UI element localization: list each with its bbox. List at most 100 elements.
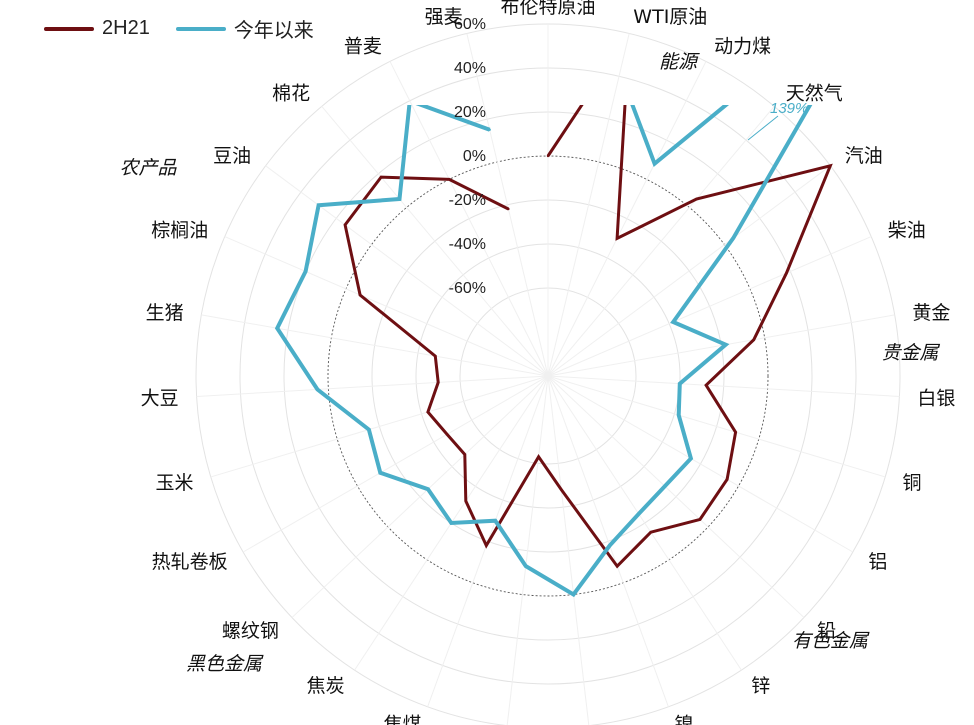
category-label: 玉米: [155, 472, 193, 494]
category-label: WTI原油: [633, 6, 707, 28]
data-point: [572, 593, 575, 596]
grid-spoke: [321, 106, 549, 377]
grid-spoke: [547, 375, 669, 707]
grid-spoke: [547, 375, 854, 553]
data-point: [304, 270, 307, 273]
category-label: 天然气: [786, 83, 843, 105]
r-tick-label: 20%: [454, 104, 486, 121]
grid-spoke: [242, 375, 549, 553]
data-point: [398, 197, 401, 201]
category-label: 铝: [868, 551, 887, 573]
grid-spoke: [547, 61, 707, 377]
grid-spoke: [506, 375, 549, 725]
data-point: [698, 518, 702, 521]
grid-spoke: [547, 375, 900, 397]
grid-spoke: [196, 375, 549, 397]
data-point: [524, 564, 527, 568]
grid-spoke: [547, 375, 590, 725]
data-point: [379, 471, 382, 474]
data-point: [560, 488, 563, 491]
annotation-leader: [747, 115, 779, 141]
category-label: 黄金: [912, 302, 950, 324]
data-point: [485, 544, 488, 547]
data-point: [507, 207, 510, 211]
category-label: 普麦: [344, 35, 382, 57]
category-label: 大豆: [141, 388, 179, 410]
annotation-label: 139%: [770, 100, 808, 117]
legend-item-2h21[interactable]: 2H21: [44, 17, 150, 40]
r-tick-label: -60%: [449, 280, 486, 297]
legend-label-2h21: 2H21: [102, 17, 150, 39]
data-point: [734, 431, 737, 434]
r-tick-label: -40%: [449, 236, 486, 253]
legend: 2H21 今年以来: [44, 14, 340, 43]
data-point: [445, 433, 449, 436]
data-point: [829, 164, 832, 167]
data-point: [276, 327, 279, 330]
category-label: 柴油: [888, 220, 926, 242]
data-point: [752, 338, 755, 341]
category-label: 汽油: [845, 145, 883, 167]
category-label: 镍: [675, 714, 694, 725]
grid-spoke: [210, 375, 549, 478]
data-point: [434, 354, 437, 358]
radar-grid: [195, 23, 901, 725]
legend-item-ytd[interactable]: 今年以来: [175, 14, 314, 43]
data-point: [448, 178, 451, 181]
data-point: [616, 565, 619, 568]
category-label: 布伦特原油: [500, 0, 595, 18]
data-point: [653, 162, 656, 165]
category-label: 豆油: [213, 145, 251, 167]
legend-label-ytd: 今年以来: [233, 20, 314, 42]
group-label: 黑色金属: [186, 653, 264, 675]
category-label: 焦炭: [307, 675, 345, 697]
data-point: [724, 343, 727, 346]
data-point: [450, 521, 453, 525]
grid-spoke: [547, 375, 742, 671]
r-tick-label: 40%: [454, 60, 486, 77]
data-point: [732, 236, 735, 240]
data-point: [615, 237, 619, 240]
r-tick-label: -20%: [449, 192, 486, 209]
grid-spoke: [547, 165, 831, 377]
legend-swatch-ytd: [175, 26, 226, 31]
grid-spoke: [547, 375, 805, 618]
data-point: [677, 413, 680, 417]
data-point: [488, 128, 491, 131]
grid-spoke: [265, 165, 549, 377]
data-point: [317, 204, 320, 207]
grid-spoke: [547, 33, 630, 377]
data-point: [663, 485, 666, 488]
grid-spoke: [466, 33, 549, 377]
data-point: [785, 272, 788, 275]
category-label: 动力煤: [714, 35, 771, 57]
data-point: [463, 453, 466, 456]
grid-spoke: [224, 236, 549, 377]
category-label: 白银: [917, 388, 955, 410]
r-tick-label: 0%: [463, 148, 486, 165]
group-label: 农产品: [119, 157, 177, 179]
grid-spoke: [291, 375, 549, 618]
data-point: [437, 381, 440, 384]
category-label: 铜: [903, 472, 922, 494]
category-label: 强麦: [425, 6, 463, 28]
data-point: [494, 519, 497, 522]
r-tick-label: 60%: [454, 16, 486, 33]
legend-swatch-2h21: [44, 26, 94, 31]
category-label: 焦煤: [383, 714, 421, 725]
data-point: [316, 388, 319, 391]
data-point: [426, 488, 430, 491]
data-point: [695, 197, 698, 201]
data-point: [426, 410, 430, 414]
group-label: 能源: [659, 51, 700, 73]
category-label: 棕榈油: [151, 220, 208, 242]
data-point: [725, 478, 729, 481]
group-label: 贵金属: [881, 342, 940, 364]
data-point: [608, 544, 611, 547]
category-label: 锌: [751, 675, 770, 697]
data-point: [672, 320, 675, 324]
data-point: [537, 455, 540, 458]
data-point: [637, 512, 640, 516]
data-point: [689, 457, 693, 460]
